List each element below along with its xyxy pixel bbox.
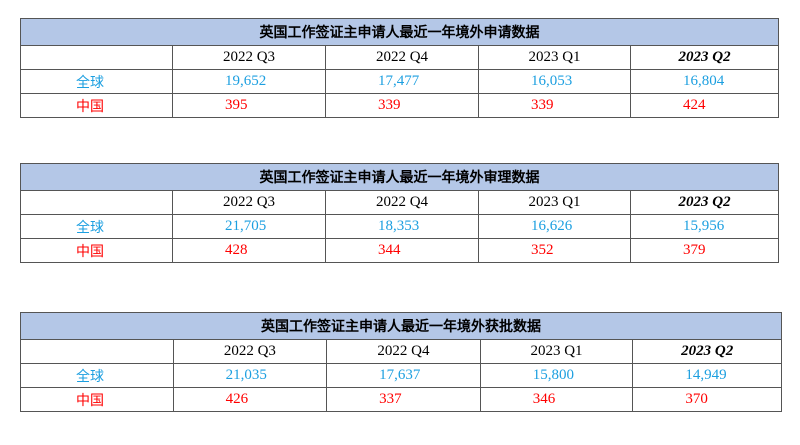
column-header: 2023 Q2 bbox=[629, 190, 780, 215]
title-row: 英国工作签证主申请人最近一年境外申请数据 bbox=[19, 18, 780, 46]
data-row: 中国 426 337 346 370 bbox=[20, 387, 782, 412]
data-row: 全球 21,705 18,353 16,626 15,956 bbox=[20, 214, 780, 239]
value-cell: 21,705 bbox=[172, 214, 326, 239]
value-cell: 339 bbox=[478, 93, 631, 118]
data-row: 中国 395 339 339 424 bbox=[20, 93, 780, 118]
value-cell: 339 bbox=[325, 93, 479, 118]
column-header: 2022 Q4 bbox=[325, 45, 479, 70]
value-cell: 352 bbox=[478, 238, 631, 263]
column-header: 2023 Q2 bbox=[629, 45, 780, 70]
header-row: 2022 Q3 2022 Q4 2023 Q1 2023 Q2 bbox=[20, 45, 780, 70]
column-header: 2022 Q3 bbox=[172, 45, 326, 70]
column-header: 2022 Q4 bbox=[326, 339, 481, 364]
empty-cell bbox=[20, 190, 173, 215]
row-label: 全球 bbox=[20, 214, 173, 239]
row-label: 全球 bbox=[20, 69, 173, 94]
data-table: 英国工作签证主申请人最近一年境外申请数据 2022 Q3 2022 Q4 2023 Q… bbox=[19, 18, 780, 118]
value-cell: 395 bbox=[172, 93, 326, 118]
data-table: 英国工作签证主申请人最近一年境外获批数据 2022 Q3 2022 Q4 2023 Q… bbox=[20, 312, 782, 412]
title-row: 英国工作签证主申请人最近一年境外审理数据 bbox=[19, 163, 780, 191]
value-cell: 428 bbox=[172, 238, 326, 263]
header-row: 2022 Q3 2022 Q4 2023 Q1 2023 Q2 bbox=[20, 190, 780, 215]
value-cell: 426 bbox=[172, 387, 328, 412]
column-header: 2022 Q4 bbox=[325, 190, 479, 215]
row-label: 中国 bbox=[20, 387, 174, 412]
row-label: 全球 bbox=[20, 363, 174, 388]
data-row: 全球 21,035 17,637 15,800 14,949 bbox=[20, 363, 782, 388]
empty-cell bbox=[20, 45, 173, 70]
column-header: 2022 Q3 bbox=[172, 339, 328, 364]
value-cell: 424 bbox=[629, 93, 780, 118]
table-title: 英国工作签证主申请人最近一年境外获批数据 bbox=[20, 312, 782, 340]
column-header: 2022 Q3 bbox=[172, 190, 326, 215]
table-title: 英国工作签证主申请人最近一年境外审理数据 bbox=[19, 163, 780, 191]
value-cell: 370 bbox=[632, 387, 782, 412]
title-row: 英国工作签证主申请人最近一年境外获批数据 bbox=[20, 312, 782, 340]
table-title: 英国工作签证主申请人最近一年境外申请数据 bbox=[19, 18, 780, 46]
data-row: 全球 19,652 17,477 16,053 16,804 bbox=[20, 69, 780, 94]
row-label: 中国 bbox=[20, 93, 173, 118]
value-cell: 346 bbox=[479, 387, 634, 412]
value-cell: 379 bbox=[629, 238, 780, 263]
value-cell: 17,637 bbox=[326, 363, 481, 388]
column-header: 2023 Q1 bbox=[478, 190, 631, 215]
value-cell: 19,652 bbox=[172, 69, 326, 94]
value-cell: 15,956 bbox=[629, 214, 780, 239]
value-cell: 16,053 bbox=[478, 69, 631, 94]
value-cell: 16,626 bbox=[478, 214, 631, 239]
data-table: 英国工作签证主申请人最近一年境外审理数据 2022 Q3 2022 Q4 2023 Q… bbox=[19, 163, 780, 263]
value-cell: 16,804 bbox=[629, 69, 780, 94]
empty-cell bbox=[20, 339, 174, 364]
column-header: 2023 Q1 bbox=[479, 339, 634, 364]
value-cell: 344 bbox=[325, 238, 479, 263]
value-cell: 17,477 bbox=[325, 69, 479, 94]
data-row: 中国 428 344 352 379 bbox=[20, 238, 780, 263]
value-cell: 15,800 bbox=[479, 363, 634, 388]
value-cell: 21,035 bbox=[172, 363, 328, 388]
header-row: 2022 Q3 2022 Q4 2023 Q1 2023 Q2 bbox=[20, 339, 782, 364]
value-cell: 14,949 bbox=[632, 363, 782, 388]
column-header: 2023 Q2 bbox=[632, 339, 782, 364]
value-cell: 18,353 bbox=[325, 214, 479, 239]
row-label: 中国 bbox=[20, 238, 173, 263]
column-header: 2023 Q1 bbox=[478, 45, 631, 70]
value-cell: 337 bbox=[326, 387, 481, 412]
